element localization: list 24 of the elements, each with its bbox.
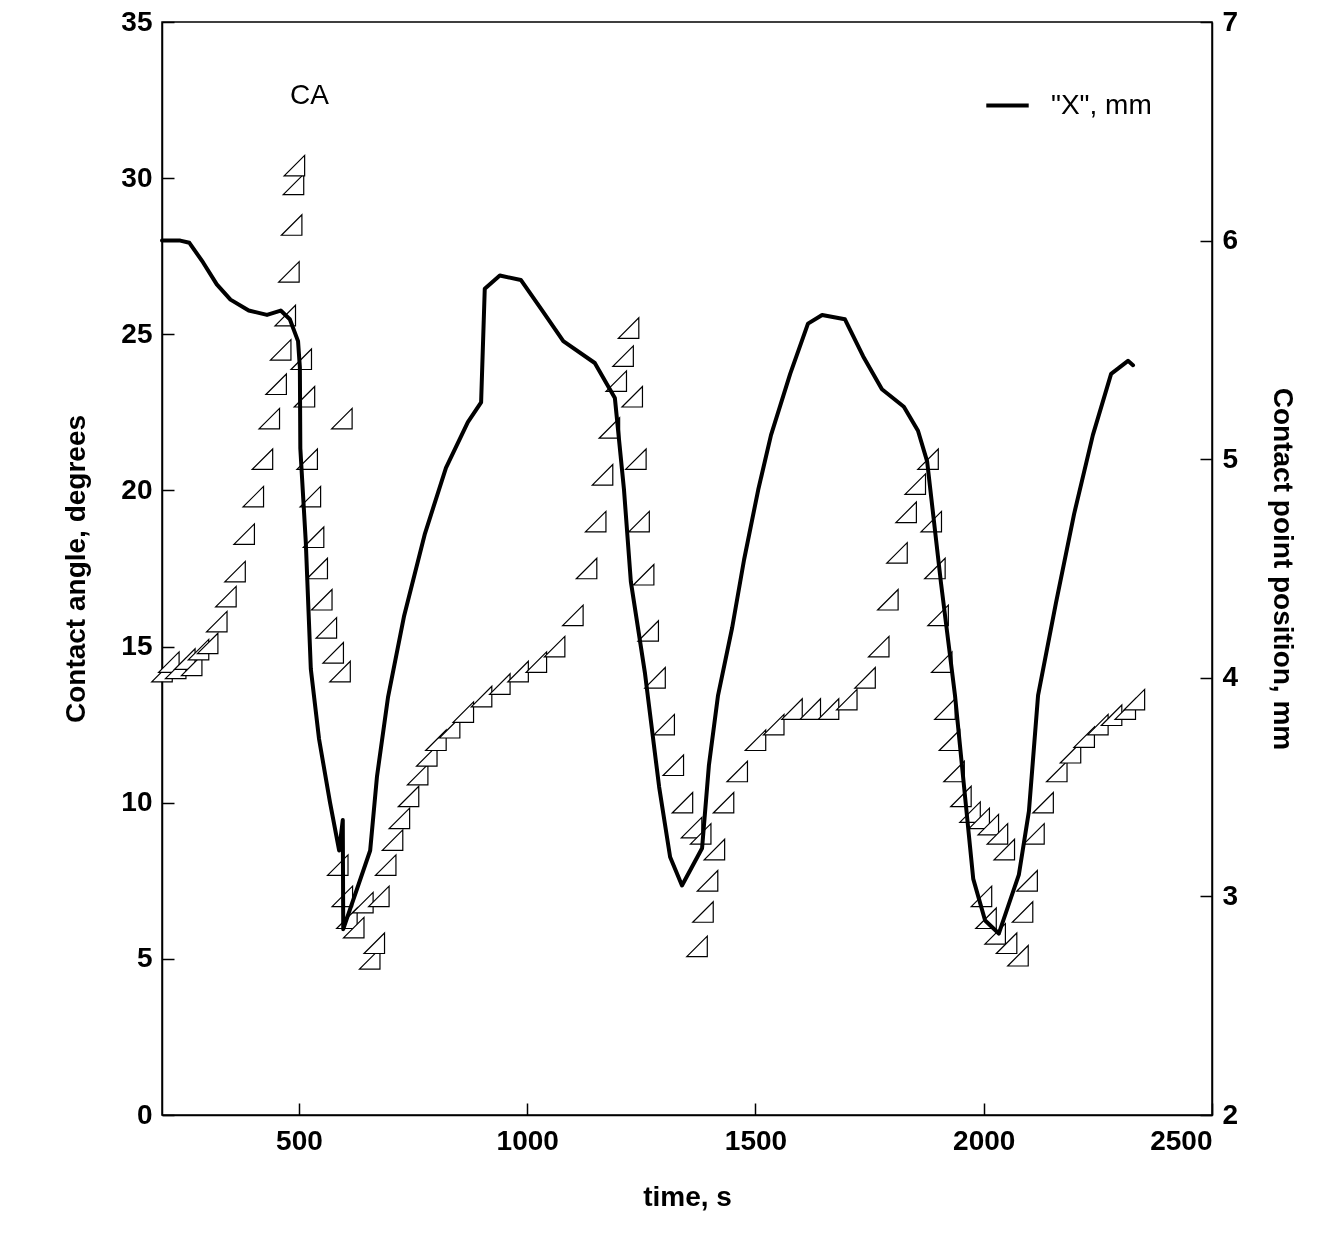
y-tick-label: 10 xyxy=(121,786,153,818)
x-tick-label: 500 xyxy=(276,1124,323,1156)
y2-tick-label: 7 xyxy=(1222,5,1239,37)
x-tick-label: 1000 xyxy=(496,1124,559,1156)
y-tick-label: 35 xyxy=(121,5,153,37)
y-tick-label: 30 xyxy=(121,161,153,193)
y-tick-label: 0 xyxy=(136,1098,153,1130)
y-tick-label: 25 xyxy=(121,317,153,349)
y-tick-label: 5 xyxy=(136,942,153,974)
y-tick-label: 20 xyxy=(121,473,153,505)
y2-tick-label: 4 xyxy=(1222,661,1239,693)
series-label: CA xyxy=(290,79,330,110)
x-axis-title: time, s xyxy=(643,1180,732,1212)
y2-tick-label: 6 xyxy=(1222,224,1239,256)
y2-tick-label: 2 xyxy=(1222,1098,1239,1130)
y-axis-title: Contact angle, degrees xyxy=(60,414,92,724)
legend-label: "X", mm xyxy=(1051,88,1152,120)
y-tick-label: 15 xyxy=(121,630,153,662)
x-tick-label: 2500 xyxy=(1150,1124,1213,1156)
y2-axis-title: Contact point position, mm xyxy=(1268,387,1300,751)
y2-tick-label: 3 xyxy=(1222,879,1239,911)
x-tick-label: 2000 xyxy=(953,1124,1016,1156)
y2-tick-label: 5 xyxy=(1222,442,1239,474)
x-tick-label: 1500 xyxy=(724,1124,788,1156)
